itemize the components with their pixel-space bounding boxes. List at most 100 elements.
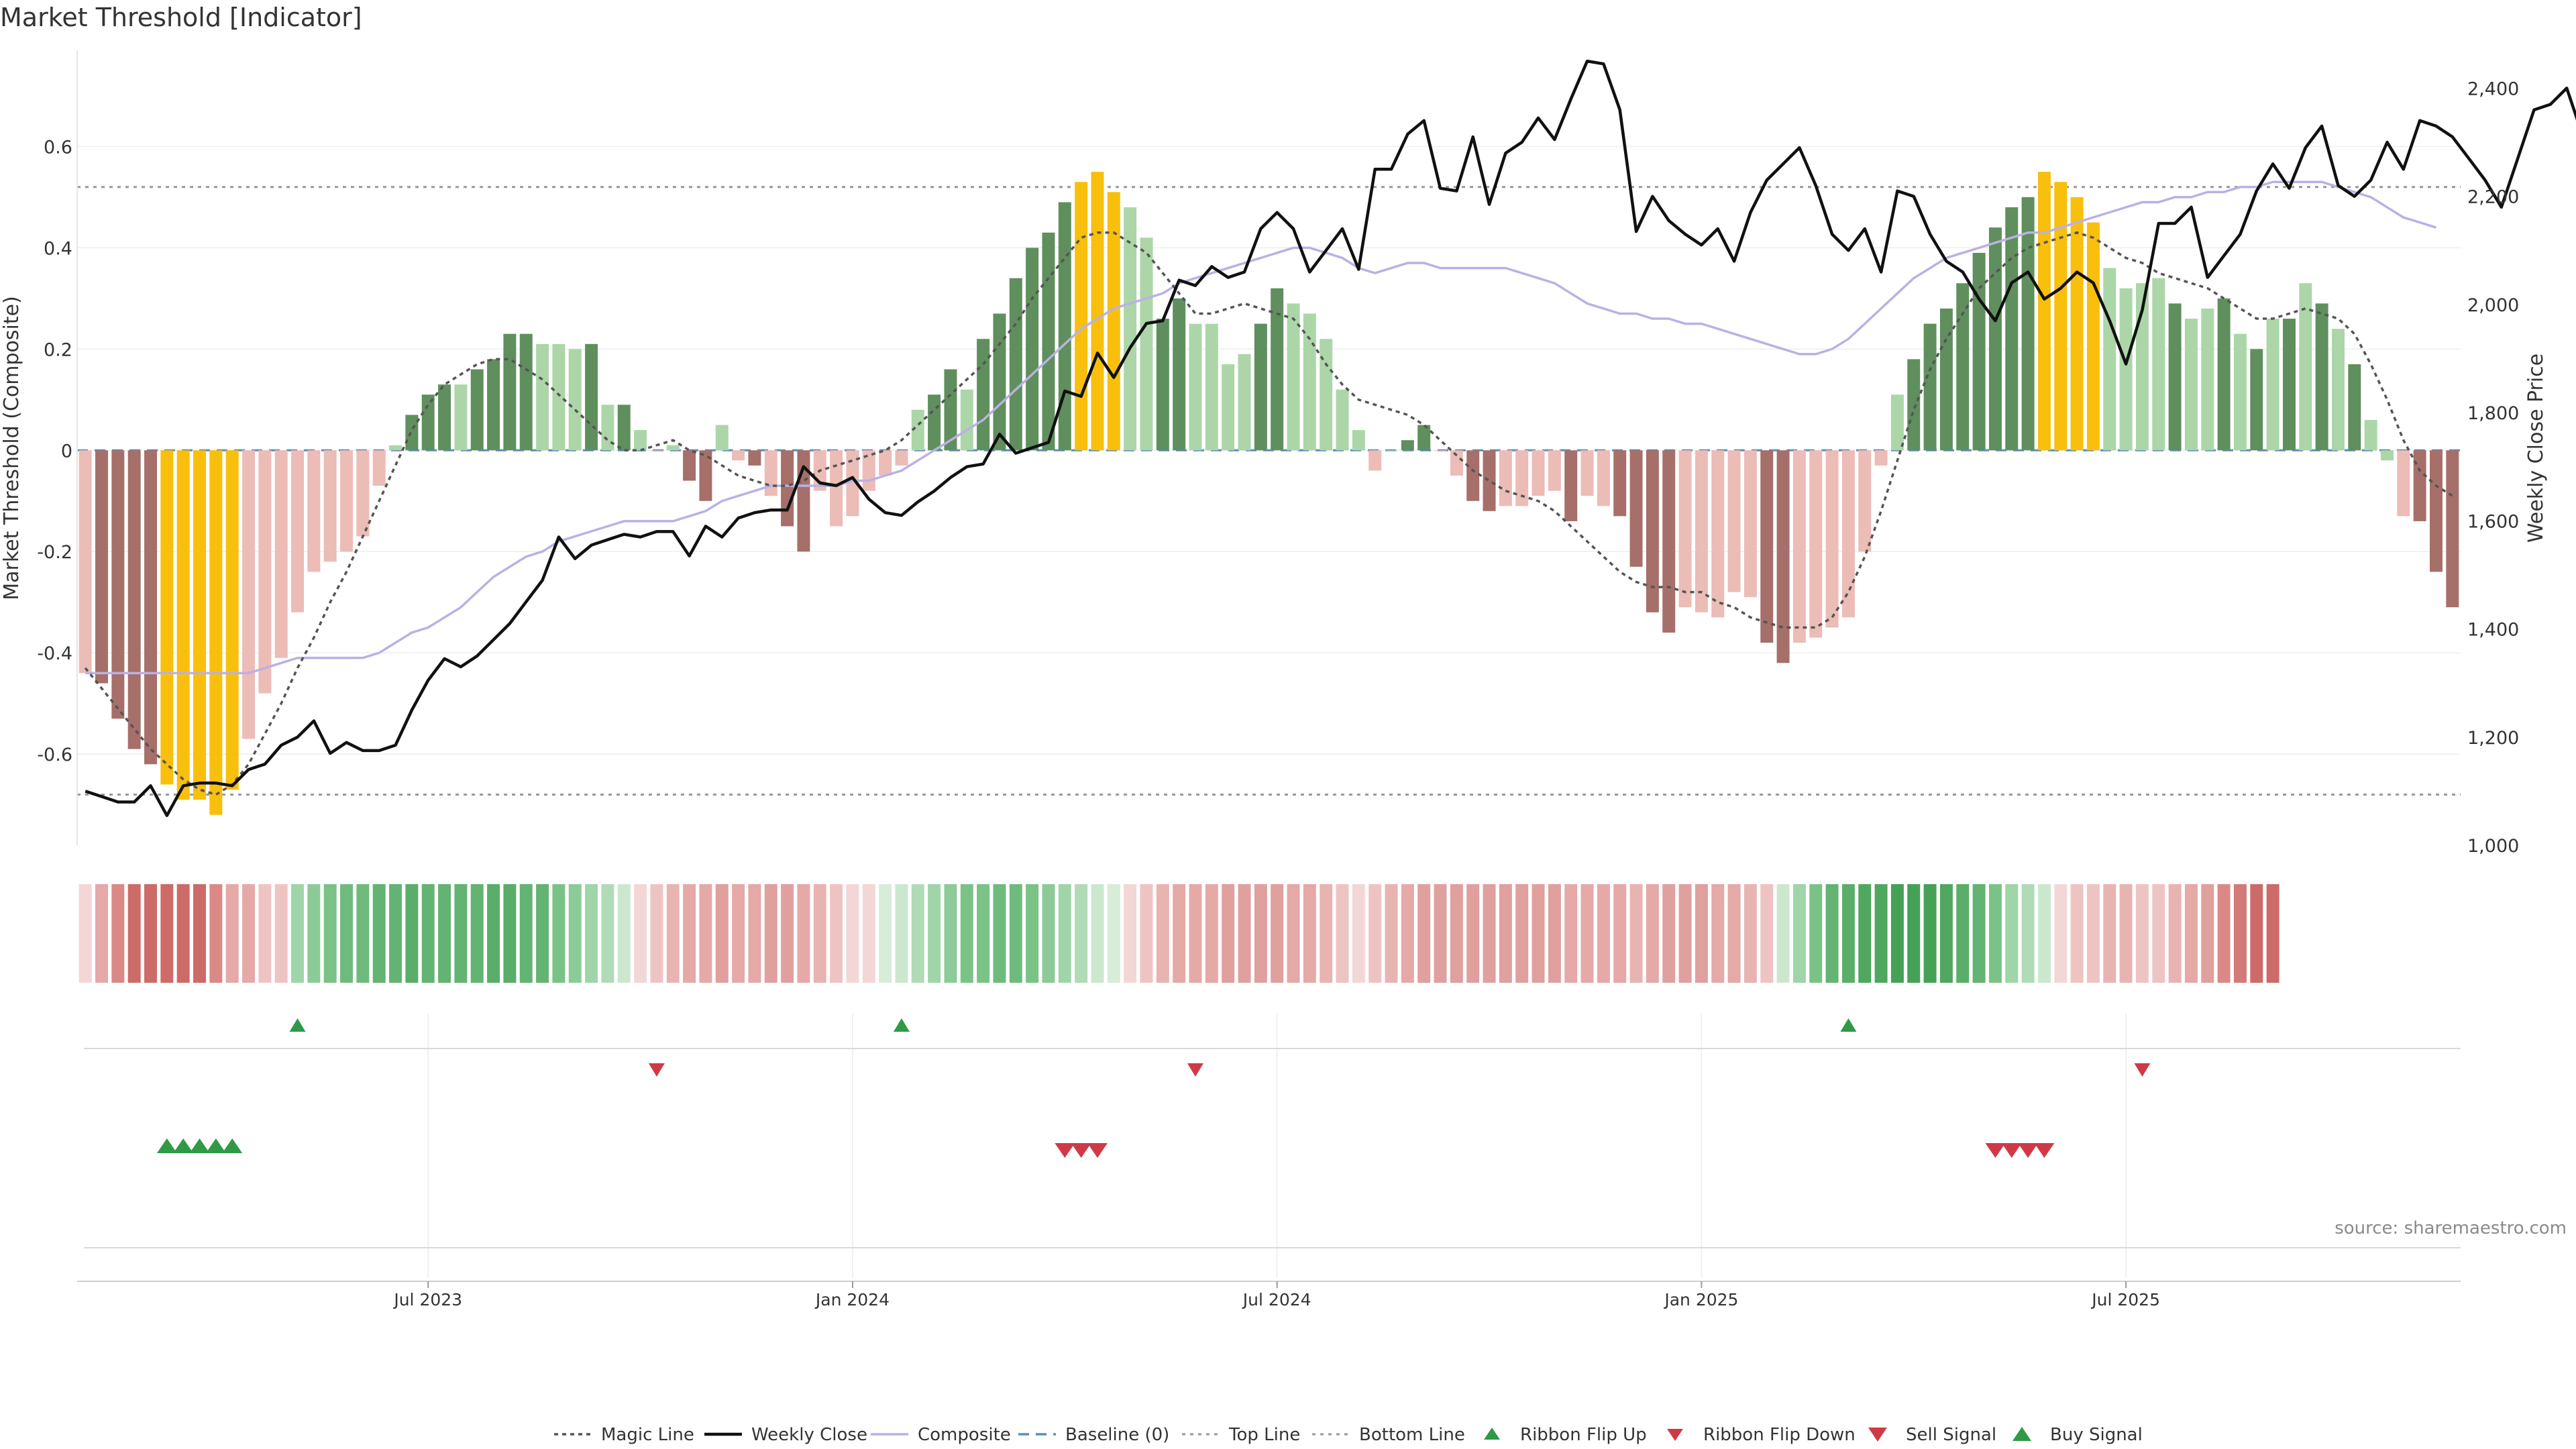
series-lines <box>84 59 2576 817</box>
ribbon-cell <box>699 884 712 983</box>
composite-bar <box>1352 430 1365 451</box>
ribbon-cell <box>2021 884 2035 983</box>
composite-bar <box>617 405 631 451</box>
composite-bar <box>2217 298 2231 451</box>
composite-bar <box>356 450 370 537</box>
composite-bar <box>2380 450 2394 461</box>
composite-bar <box>1499 450 1512 506</box>
left-tick-label: 0.2 <box>44 339 72 360</box>
ribbon-cell <box>1352 884 1365 983</box>
right-tick-label: 2,200 <box>2467 187 2519 208</box>
composite-bar <box>634 430 647 451</box>
composite-bar <box>2152 278 2165 451</box>
sell-signal-marker <box>2034 1143 2055 1158</box>
composite-bar <box>1580 450 1594 496</box>
composite-bar <box>1466 450 1480 501</box>
ribbon-cell <box>111 884 125 983</box>
composite-bar <box>1205 323 1218 451</box>
composite-bar <box>225 450 239 790</box>
right-tick-label: 1,000 <box>2467 836 2519 857</box>
ribbon-cell <box>1678 884 1692 983</box>
composite-bar <box>781 450 794 527</box>
ribbon-cell <box>1222 884 1235 983</box>
composite-bar <box>1613 450 1627 517</box>
composite-bar <box>2168 303 2182 451</box>
composite-bar <box>1646 450 1659 612</box>
buy-signal-marker <box>205 1138 226 1153</box>
ribbon-cell <box>977 884 990 983</box>
ribbon-cell <box>1140 884 1153 983</box>
composite-bar <box>1825 450 1839 628</box>
reference-lines <box>77 186 2461 796</box>
composite-bar <box>585 343 598 451</box>
ribbon-cell <box>1695 884 1708 983</box>
composite-bar <box>1336 389 1349 451</box>
ribbon-cell <box>601 884 614 983</box>
right-tick-label: 1,400 <box>2467 620 2519 641</box>
composite-bar <box>307 450 321 572</box>
ribbon-cell <box>1841 884 1855 983</box>
ribbon-cell <box>944 884 957 983</box>
ribbon-cell <box>1580 884 1594 983</box>
composite-bar <box>1792 450 1806 643</box>
ribbon-cell <box>928 884 941 983</box>
sell-signal-marker <box>1985 1143 2006 1158</box>
left-tick-label: -0.2 <box>37 542 72 563</box>
sell-signal-marker <box>1087 1143 1108 1158</box>
composite-bar <box>258 450 272 694</box>
ribbon-cell <box>813 884 826 983</box>
composite-bar <box>1597 450 1610 506</box>
composite-bar <box>291 450 305 612</box>
composite-bar <box>2005 207 2019 451</box>
ribbon-cell <box>160 884 174 983</box>
composite-bar <box>2348 364 2361 451</box>
ribbon-cell <box>1483 884 1496 983</box>
ribbon-cell <box>1825 884 1839 983</box>
composite-bar <box>1988 227 2002 451</box>
composite-bar <box>2103 268 2116 451</box>
composite-bar <box>2021 197 2035 451</box>
composite-bar <box>1711 450 1725 618</box>
composite-bar <box>1809 450 1823 638</box>
composite-bar <box>323 450 337 562</box>
composite-bar <box>1858 450 1872 552</box>
ribbon-cell <box>1988 884 2002 983</box>
ribbon-cell <box>2233 884 2247 983</box>
source-note: source: sharemaestro.com <box>2334 1218 2567 1238</box>
chart-title: Market Threshold [Indicator] <box>0 3 362 32</box>
composite-line <box>85 180 2437 675</box>
ribbon-cell <box>1629 884 1643 983</box>
composite-bar <box>1662 450 1676 633</box>
composite-bar <box>1254 323 1267 451</box>
buy-signal-marker <box>173 1138 194 1153</box>
ribbon-cell <box>1923 884 1937 983</box>
signal-panel <box>84 1138 2461 1248</box>
composite-bar <box>1385 450 1398 451</box>
ribbon-cell <box>634 884 647 983</box>
ribbon-flip-up-marker <box>1840 1018 1857 1032</box>
composite-bar <box>1841 450 1855 618</box>
composite-bar <box>1532 450 1545 496</box>
composite-bar <box>1026 248 1039 451</box>
composite-bar <box>977 339 990 451</box>
ribbon-cell <box>1271 884 1284 983</box>
ribbon-cell <box>2070 884 2084 983</box>
magic-line <box>84 231 2453 796</box>
ribbon-flip-down-marker <box>648 1063 665 1077</box>
ribbon-cell <box>781 884 794 983</box>
composite-bar <box>1548 450 1561 491</box>
weekly-close-line <box>85 59 2576 817</box>
ribbon-cell <box>193 884 207 983</box>
composite-bar <box>1890 394 1904 451</box>
ribbon-cell <box>1254 884 1267 983</box>
ribbon-cell <box>307 884 321 983</box>
ribbon-cell <box>895 884 908 983</box>
ribbon-cell <box>1646 884 1659 983</box>
ribbon-cell <box>1434 884 1447 983</box>
ribbon-cell <box>650 884 663 983</box>
ribbon-cell <box>715 884 729 983</box>
sell-signal-marker <box>1055 1143 1075 1158</box>
right-tick-label: 1,600 <box>2467 511 2519 532</box>
ribbon-cell <box>1907 884 1921 983</box>
composite-bar <box>1450 450 1463 476</box>
